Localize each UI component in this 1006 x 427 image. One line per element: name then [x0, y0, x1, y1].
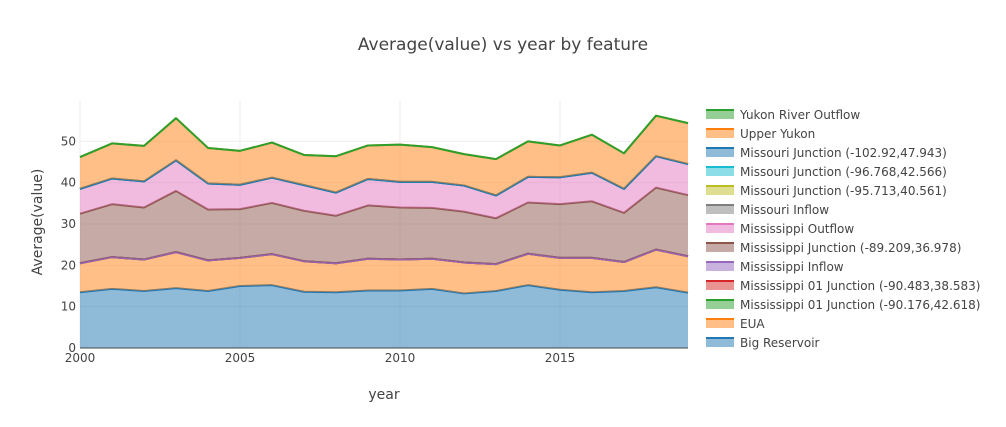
legend-swatch-fill [706, 338, 734, 347]
plot-area [79, 114, 689, 348]
area-fill-series-0 [80, 285, 688, 348]
legend-label: Upper Yukon [740, 127, 815, 141]
legend-item[interactable]: EUA [706, 317, 765, 331]
y-tick-label: 40 [61, 176, 76, 190]
legend-swatch-fill [706, 110, 734, 119]
legend-label: Mississippi 01 Junction (-90.176,42.618) [740, 298, 980, 312]
legend-item[interactable]: Missouri Junction (-102.92,47.943) [706, 146, 947, 160]
y-tick-label: 20 [61, 258, 76, 272]
legend-item[interactable]: Mississippi Junction (-89.209,36.978) [706, 241, 961, 255]
legend-label: EUA [740, 317, 765, 331]
legend-item[interactable]: Mississippi Outflow [706, 222, 854, 236]
legend-item[interactable]: Missouri Inflow [706, 203, 829, 217]
legend-item[interactable]: Missouri Junction (-95.713,40.561) [706, 184, 947, 198]
legend-swatch-fill [706, 205, 734, 214]
legend-swatch-fill [706, 186, 734, 195]
legend-swatch-fill [706, 300, 734, 309]
y-tick-label: 0 [68, 341, 76, 355]
area-fill-series-1 [80, 249, 688, 294]
x-tick-label: 2015 [545, 351, 576, 365]
x-tick-label: 2005 [225, 351, 256, 365]
legend-item[interactable]: Missouri Junction (-96.768,42.566) [706, 165, 947, 179]
legend-item[interactable]: Upper Yukon [706, 127, 815, 141]
legend-label: Mississippi 01 Junction (-90.483,38.583) [740, 279, 980, 293]
y-tick-label: 50 [61, 134, 76, 148]
legend-swatch-fill [706, 281, 734, 290]
legend-swatch-fill [706, 129, 734, 138]
legend-swatch-fill [706, 148, 734, 157]
legend-swatch-fill [706, 224, 734, 233]
x-tick-label: 2000 [65, 351, 96, 365]
legend-swatch-fill [706, 243, 734, 252]
chart-title: Average(value) vs year by feature [358, 35, 648, 55]
area-fill-series-6 [80, 156, 688, 219]
y-axis-title: Average(value) [30, 169, 46, 276]
legend-label: Big Reservoir [740, 336, 820, 350]
legend-label: Yukon River Outflow [739, 108, 860, 122]
x-axis-title: year [368, 387, 399, 403]
legend-item[interactable]: Mississippi 01 Junction (-90.176,42.618) [706, 298, 980, 312]
axes: 2000 2005 2010 2015 0 10 20 30 40 50 [61, 134, 688, 365]
y-tick-label: 30 [61, 217, 76, 231]
legend-label: Missouri Inflow [740, 203, 829, 217]
legend-swatch-fill [706, 319, 734, 328]
legend-swatch-fill [706, 262, 734, 271]
legend-item[interactable]: Yukon River Outflow [706, 108, 860, 122]
legend-label: Missouri Junction (-95.713,40.561) [740, 184, 947, 198]
legend-item[interactable]: Big Reservoir [706, 336, 820, 350]
legend-item[interactable]: Mississippi Inflow [706, 260, 844, 274]
area-line-series-12 [79, 114, 689, 161]
legend-label: Missouri Junction (-96.768,42.566) [740, 165, 947, 179]
legend-label: Mississippi Inflow [740, 260, 844, 274]
x-tick-label: 2010 [385, 351, 416, 365]
legend-label: Mississippi Outflow [740, 222, 854, 236]
legend-swatch-fill [706, 167, 734, 176]
legend-item[interactable]: Mississippi 01 Junction (-90.483,38.583) [706, 279, 980, 293]
legend-label: Missouri Junction (-102.92,47.943) [740, 146, 947, 160]
area-fill-series-5 [80, 187, 688, 265]
legend: Yukon River Outflow Upper Yukon Missouri J… [706, 108, 980, 350]
y-tick-label: 10 [61, 300, 76, 314]
legend-label: Mississippi Junction (-89.209,36.978) [740, 241, 961, 255]
area-fill-series-11 [80, 115, 688, 196]
